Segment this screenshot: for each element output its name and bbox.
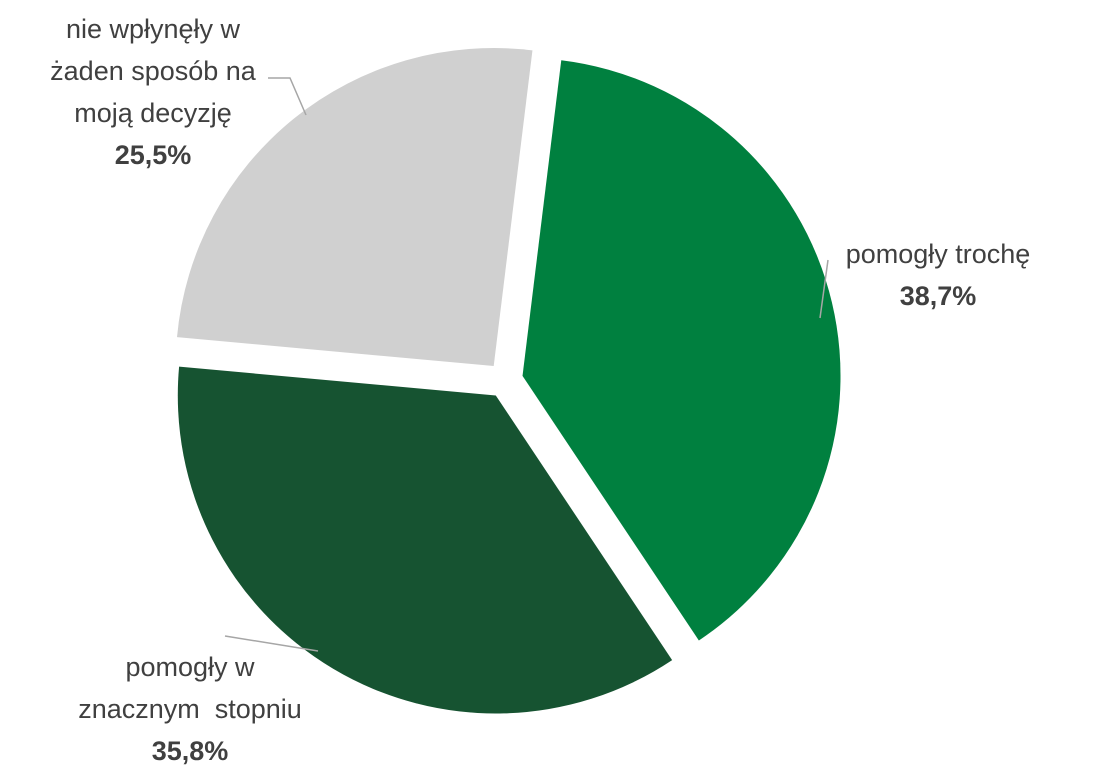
leader-line-pomogly-troche xyxy=(819,259,829,319)
slice-labels: pomogły trochę 38,7% pomogły w znacznym … xyxy=(50,14,1030,766)
pie-slices xyxy=(177,47,841,714)
slice-label-nie-wplynely-line-3: moją decyzję xyxy=(74,98,232,128)
slice-pomogly-w-znacznym-stopniu xyxy=(177,366,673,714)
leader-lines xyxy=(224,77,829,652)
slice-value-pomogly-troche: 38,7% xyxy=(900,281,977,311)
slice-nie-wplynely xyxy=(177,47,533,366)
slice-label-pomogly-troche-line-1: pomogły trochę xyxy=(846,239,1031,269)
slice-pomogly-troche xyxy=(522,60,841,641)
slice-label-nie-wplynely-line-2: żaden sposób na xyxy=(50,56,257,86)
slice-label-znacznym-line-1: pomogły w xyxy=(125,652,255,682)
slice-value-nie-wplynely: 25,5% xyxy=(115,140,192,170)
leader-line-nie-wplynely xyxy=(268,77,307,116)
slice-label-nie-wplynely-line-1: nie wpłynęły w xyxy=(66,14,241,44)
leader-line-znacznym xyxy=(224,635,319,652)
slice-value-znacznym: 35,8% xyxy=(152,736,229,766)
slice-label-znacznym-line-2: znacznym stopniu xyxy=(78,694,302,724)
